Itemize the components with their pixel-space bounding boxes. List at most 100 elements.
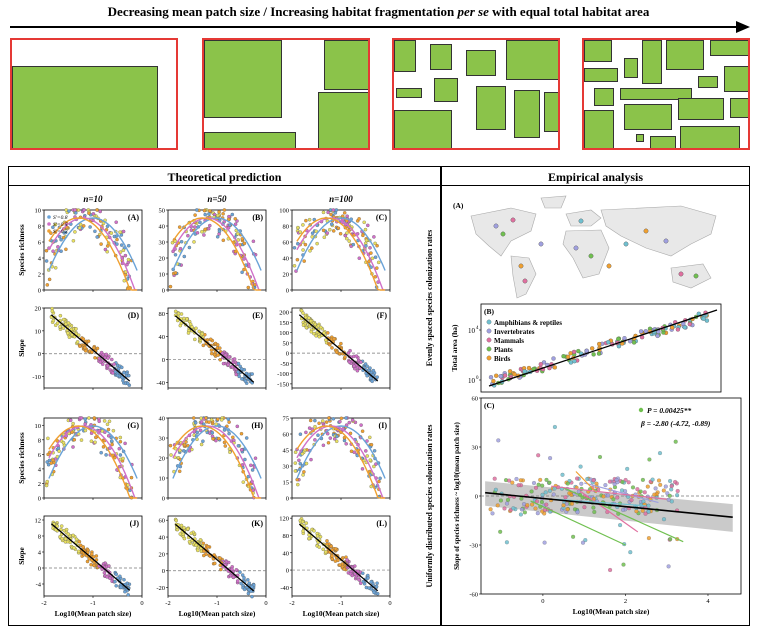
data-point [228,450,232,454]
data-point [236,444,241,448]
data-point [56,245,60,249]
data-point [355,368,360,373]
theory-panel: (G) 0 2 4 6 8 10 Species richness [17,416,143,503]
data-point [343,233,348,238]
data-point [193,225,197,229]
y-tick-label: -4 [36,582,42,589]
data-point [235,424,240,429]
data-point [656,478,662,483]
data-point [53,222,58,227]
data-point [184,440,188,444]
data-point [173,309,178,314]
data-point [57,234,62,239]
legend-marker [486,337,492,343]
habitat-patch [12,66,158,148]
data-point [352,364,356,368]
data-point [331,208,336,212]
data-point [538,477,543,482]
data-point [665,491,670,496]
data-point [61,235,66,240]
data-point [579,481,584,486]
data-point [369,484,373,489]
data-point [296,225,300,230]
data-point [194,543,198,547]
y-tick-label: 30 [472,445,479,452]
data-point [640,508,645,513]
data-point [239,367,244,371]
data-point [182,525,186,530]
data-point [218,346,222,350]
data-point [377,479,381,484]
data-point [612,482,617,487]
legend-marker [47,215,51,219]
data-point [90,350,94,354]
data-point [63,230,68,235]
data-point [44,483,49,488]
y-tick-label: 20 [35,306,42,313]
data-point [58,313,63,318]
y-tick-label: 0 [162,357,165,364]
site-point [518,263,524,269]
fit-curve [296,217,386,271]
data-point [560,472,565,477]
data-point [223,444,228,448]
data-point [63,540,68,544]
data-point [321,547,325,552]
y-tick-label: -60 [469,592,478,599]
legend-label: Plants [494,346,513,354]
patch-panel-three [202,38,370,150]
x-tick-label: 0 [541,598,544,605]
data-point [302,470,306,474]
data-point [199,442,204,447]
data-point [218,358,222,362]
data-point [340,214,345,218]
data-point [179,312,184,316]
data-point [348,571,353,576]
x-axis-label: Log10(Mean patch size) [55,609,132,618]
data-point [243,379,248,383]
fit-curve [48,425,138,499]
data-point [119,233,124,237]
data-point [540,492,545,497]
y-tick-label: 100 [279,208,289,215]
data-point [73,230,77,234]
data-point [312,529,316,533]
y-tick-label: 0 [162,288,165,295]
data-point [536,482,541,487]
data-point [110,371,115,375]
data-point [67,209,71,213]
data-point [307,316,311,320]
data-point [58,324,62,329]
x-tick-label: -1 [90,600,95,607]
habitat-patch [318,92,368,148]
data-point [202,553,206,558]
data-point [357,577,361,582]
data-point [222,428,227,432]
data-point [358,581,363,586]
data-point [301,223,305,227]
regression-line [488,309,718,387]
data-point [198,220,202,225]
theory-title: Theoretical prediction [167,170,282,184]
data-point [301,529,305,533]
y-tick-label: 10 [159,476,166,483]
data-point [88,225,92,229]
site-point [538,241,544,247]
data-point [529,489,534,494]
data-point [83,417,87,421]
data-point [292,246,297,250]
data-point [332,336,336,341]
fit-curve [296,425,386,499]
data-point [175,318,180,323]
data-point [547,488,552,493]
data-point [93,229,97,234]
data-point [538,362,543,367]
data-point [367,586,371,590]
site-point [588,253,594,259]
data-point [215,343,220,347]
data-point [652,492,657,497]
data-point [321,210,326,215]
data-point [611,497,616,502]
x-tick-label: 2 [624,598,627,605]
data-point [514,476,519,482]
